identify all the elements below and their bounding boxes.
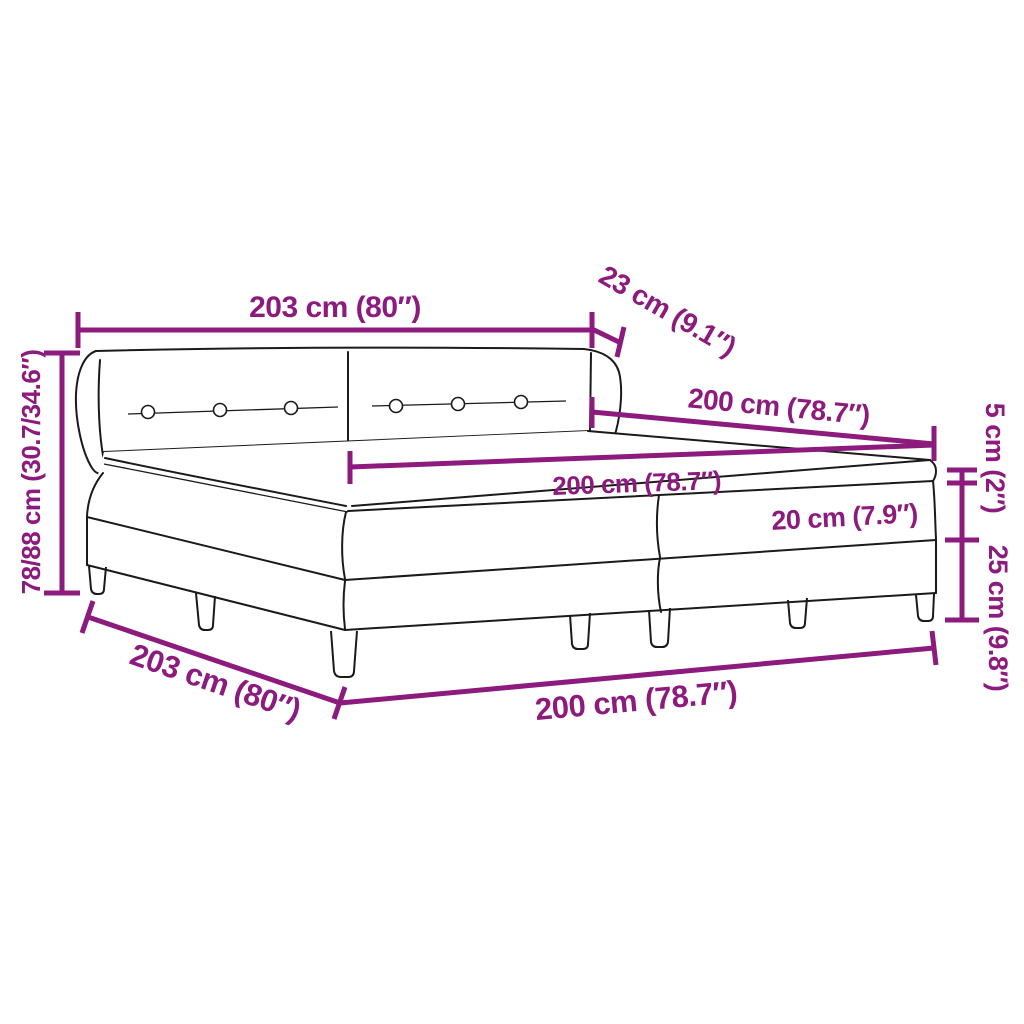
- headboard-buttons: [140, 394, 529, 420]
- topper-top-edge: [351, 459, 931, 507]
- mattress-right-cap: [932, 480, 937, 540]
- mattress-shape: [87, 431, 936, 580]
- dim-tick: [929, 630, 939, 666]
- label-headboard-width: 203 cm (80″): [249, 291, 421, 324]
- box-corner-edge: [342, 580, 346, 630]
- headboard-left-roll: [74, 350, 105, 475]
- button-stitch-line-left: [127, 406, 339, 415]
- box-top-left-edge: [86, 516, 346, 581]
- dim-line-base-width: [339, 645, 935, 706]
- label-box-height: 25 cm (9.8″): [983, 545, 1013, 692]
- box-bottom-right-edge: [344, 592, 937, 631]
- topper-right-cap: [929, 459, 937, 482]
- dim-line-mattress-width: [349, 442, 935, 470]
- bed-leg: [915, 593, 935, 622]
- bed-legs: [88, 565, 935, 678]
- label-bed-height-range: 78/88 cm (30.7/34.6″): [16, 350, 46, 595]
- topper-bottom-edge: [347, 480, 934, 512]
- button: [283, 400, 299, 416]
- box-spring-shape: [87, 517, 936, 630]
- bed-illustration: [74, 346, 937, 678]
- bed-leg: [195, 592, 216, 631]
- headboard-top-edge: [95, 346, 585, 352]
- button-stitch-line-right: [371, 400, 567, 407]
- bed-leg: [569, 612, 591, 650]
- dim-line-headboard-depth: [590, 326, 623, 346]
- bed-leg: [330, 630, 358, 678]
- bed-leg: [88, 565, 107, 595]
- label-topper-thickness: 5 cm (2″): [980, 403, 1010, 513]
- mattress-left-cap: [86, 472, 104, 517]
- box-split-seam: [656, 557, 662, 613]
- dim-line-base-length: [87, 614, 341, 706]
- mattress-right-side-edge: [587, 430, 931, 461]
- box-top-right-edge: [344, 539, 937, 581]
- label-mattress-width: 200 cm (78.7″): [552, 465, 722, 501]
- dim-tick: [614, 326, 627, 358]
- button: [388, 398, 404, 414]
- dim-tick: [79, 600, 96, 634]
- mattress-corner-seam: [341, 511, 347, 580]
- dim-line-bed-length: [591, 409, 935, 447]
- mattress-left-edge-inner: [103, 463, 349, 513]
- mattress-left-edge-outer: [104, 457, 347, 507]
- button: [140, 404, 156, 420]
- bed-leg: [787, 597, 808, 629]
- dim-tick: [331, 686, 348, 720]
- dimension-lines: [44, 312, 979, 720]
- button: [450, 396, 466, 412]
- button: [212, 402, 228, 418]
- box-bottom-left-edge: [86, 564, 346, 631]
- label-headboard-depth: 23 cm (9.1″): [594, 259, 741, 362]
- mattress-split-seam: [655, 494, 661, 558]
- bed-leg: [648, 607, 671, 648]
- button: [513, 394, 529, 410]
